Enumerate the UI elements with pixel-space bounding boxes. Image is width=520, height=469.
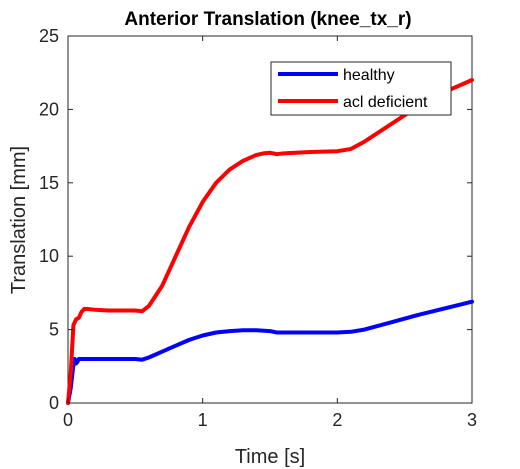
x-tick-label: 1 bbox=[198, 410, 208, 430]
y-tick-label: 25 bbox=[39, 26, 59, 46]
y-axis-label: Translation [mm] bbox=[8, 146, 30, 294]
legend-label-healthy: healthy bbox=[343, 67, 395, 84]
y-tick-label: 10 bbox=[39, 246, 59, 266]
y-tick-label: 5 bbox=[49, 320, 59, 340]
legend-label-acl-deficient: acl deficient bbox=[343, 94, 428, 111]
chart-title: Anterior Translation (knee_tx_r) bbox=[124, 9, 411, 30]
series-layer bbox=[66, 78, 474, 405]
y-tick-label: 20 bbox=[39, 99, 59, 119]
legend-box bbox=[270, 61, 452, 116]
y-tick-label: 0 bbox=[49, 393, 59, 413]
x-tick-label: 3 bbox=[467, 410, 477, 430]
x-tick-label: 0 bbox=[63, 410, 73, 430]
x-tick-label: 2 bbox=[332, 410, 342, 430]
series-line-acl-deficient bbox=[66, 78, 474, 405]
series-line-healthy bbox=[66, 299, 474, 405]
x-axis-ticks: 0 1 2 3 bbox=[63, 36, 477, 430]
y-axis-ticks: 0 5 10 15 20 25 bbox=[39, 26, 472, 413]
x-axis-label: Time [s] bbox=[235, 446, 305, 468]
y-tick-label: 15 bbox=[39, 173, 59, 193]
legend: healthy acl deficient bbox=[270, 61, 452, 116]
